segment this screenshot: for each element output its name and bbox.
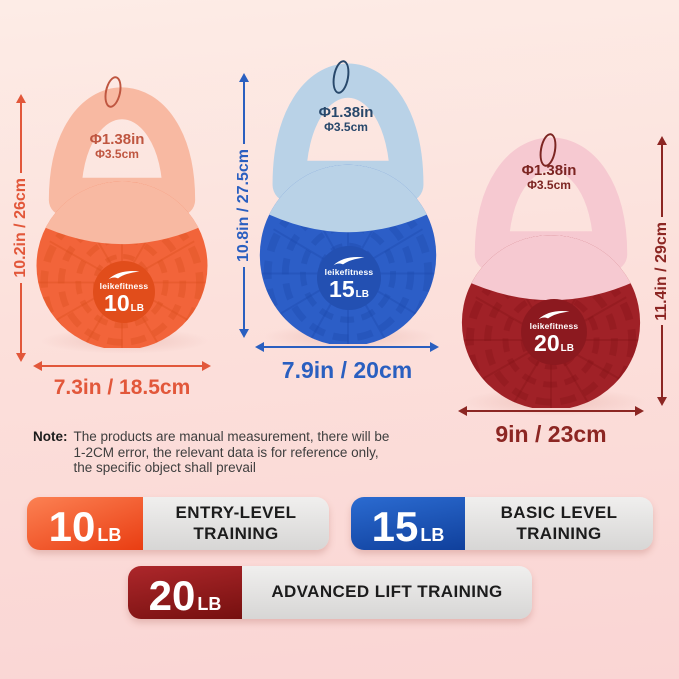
arrow-up-icon (657, 136, 667, 145)
brand-badge-20lb: leikefitness 20 LB (521, 299, 587, 365)
level-weight-15lb: 15 LB (351, 497, 465, 550)
brand-badge-15lb: leikefitness 15 LB (317, 246, 381, 310)
width-value-10lb: 7.3in / 18.5cm (53, 376, 191, 399)
width-dimension-10lb: 7.3in / 18.5cm (33, 361, 211, 400)
arrow-up-icon (16, 94, 26, 103)
handle-diameter-label-10lb: Φ1.38in Φ3.5cm (89, 131, 145, 162)
width-dimension-20lb: 9in / 23cm (458, 406, 644, 448)
handle-diameter-label-15lb: Φ1.38in Φ3.5cm (318, 104, 374, 135)
arrow-up-icon (239, 73, 249, 82)
level-description-15lb: BASIC LEVEL TRAINING (465, 497, 653, 550)
weight-label-20lb: 20 LB (534, 330, 574, 357)
brand-swoosh-icon (333, 256, 365, 266)
arrow-left-icon (33, 361, 42, 371)
measurement-note: Note: The products are manual measuremen… (33, 429, 389, 476)
handle-diameter-label-20lb: Φ1.38in Φ3.5cm (521, 162, 577, 193)
level-weight-20lb: 20 LB (128, 566, 242, 619)
height-dimension-15lb: 10.8in / 27.5cm (235, 73, 253, 338)
height-value-20lb: 11.4in / 29cm (653, 221, 670, 321)
arrow-right-icon (202, 361, 211, 371)
arrow-down-icon (239, 329, 249, 338)
arrow-left-icon (255, 342, 264, 352)
level-badge-15lb: 15 LB BASIC LEVEL TRAINING (351, 497, 653, 550)
weight-label-15lb: 15 LB (329, 276, 369, 303)
arrow-left-icon (458, 406, 467, 416)
width-value-15lb: 7.9in / 20cm (281, 357, 413, 383)
note-text: The products are manual measurement, the… (73, 429, 390, 476)
brand-name: leikefitness (99, 280, 149, 291)
brand-badge-10lb: leikefitness 10 LB (93, 261, 155, 323)
arrow-down-icon (657, 397, 667, 407)
height-dimension-20lb: 11.4in / 29cm (653, 136, 671, 407)
level-description-10lb: ENTRY-LEVEL TRAINING (143, 497, 329, 550)
note-label: Note: (33, 429, 68, 444)
brand-swoosh-icon (108, 270, 140, 280)
arrow-right-icon (635, 406, 644, 416)
level-description-20lb: ADVANCED LIFT TRAINING (242, 566, 532, 619)
arrow-right-icon (430, 342, 439, 352)
brand-name: leikefitness (529, 320, 579, 331)
height-value-15lb: 10.8in / 27.5cm (235, 149, 252, 262)
level-badge-20lb: 20 LB ADVANCED LIFT TRAINING (128, 566, 532, 619)
height-dimension-10lb: 10.2in / 26cm (12, 94, 30, 362)
arrow-down-icon (16, 353, 26, 362)
width-dimension-15lb: 7.9in / 20cm (255, 342, 439, 384)
width-value-20lb: 9in / 23cm (495, 421, 607, 447)
height-value-10lb: 10.2in / 26cm (12, 178, 29, 278)
weight-label-10lb: 10 LB (104, 290, 144, 317)
brand-name: leikefitness (324, 266, 374, 277)
level-badge-10lb: 10 LB ENTRY-LEVEL TRAINING (27, 497, 329, 550)
level-weight-10lb: 10 LB (27, 497, 143, 550)
brand-swoosh-icon (538, 310, 570, 320)
